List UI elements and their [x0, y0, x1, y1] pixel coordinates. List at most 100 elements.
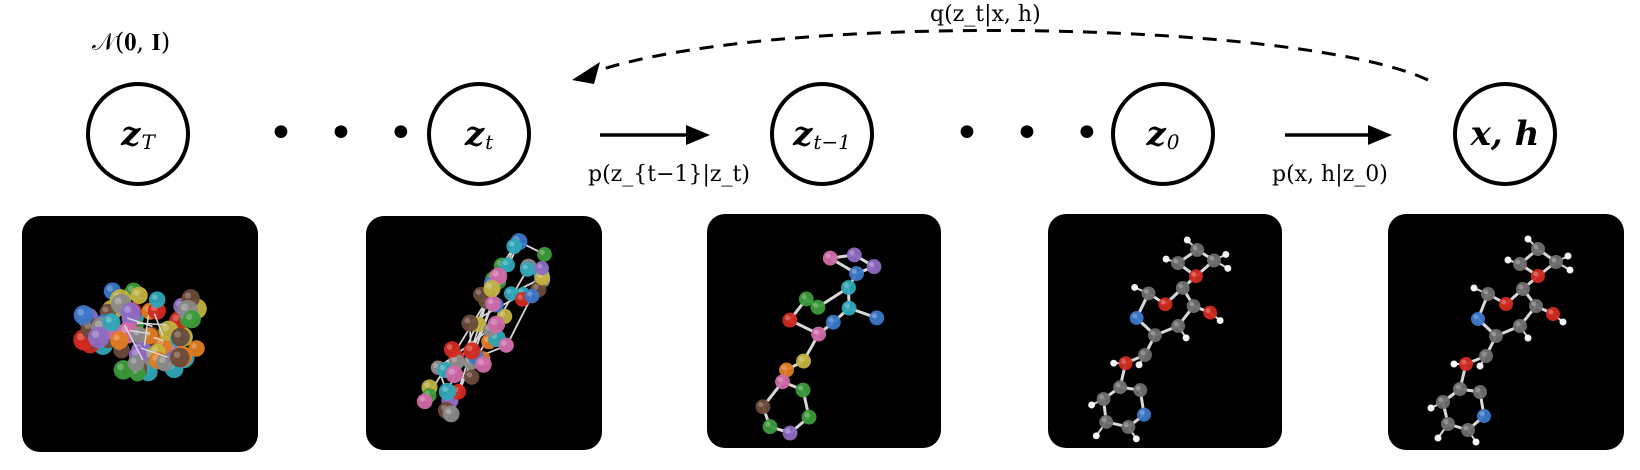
molecule-atom [1099, 415, 1114, 429]
atom-highlight [1135, 385, 1141, 391]
bond [140, 347, 168, 358]
partially-denoised-molecule-render [416, 233, 552, 423]
atom-highlight [1160, 299, 1166, 305]
molecule-panel-z-t-minus-1 [707, 214, 941, 448]
molecule-panel-x-h [1388, 214, 1624, 450]
hydrogen-atom [1088, 401, 1096, 409]
atom-highlight [174, 330, 181, 338]
molecule-atom [825, 314, 841, 330]
atom-highlight [1461, 359, 1467, 365]
atom-highlight [433, 362, 439, 369]
molecule-atom [1473, 385, 1487, 399]
atom-highlight [1143, 288, 1149, 294]
atom-highlight [446, 344, 453, 350]
molecule-atom [1546, 307, 1560, 321]
atom-highlight [1533, 244, 1539, 250]
atom-highlight [441, 385, 448, 393]
hydrogen-atom [1183, 236, 1191, 244]
atom-highlight [132, 349, 139, 356]
node-z-t-minus-1: z t−1 [770, 82, 874, 186]
atom-highlight [448, 368, 455, 375]
noise-atom [188, 340, 205, 357]
atom-highlight [184, 292, 192, 299]
atom-highlight [1121, 358, 1126, 364]
atom-highlight [114, 297, 122, 305]
atom-highlight [1473, 314, 1479, 320]
molecule-atom [1137, 407, 1151, 422]
hydrogen-atom [1131, 283, 1139, 291]
molecule-atom [1513, 257, 1527, 271]
atom-highlight [825, 253, 831, 259]
atom-highlight [488, 298, 494, 305]
molecule-panel-z-0 [1048, 214, 1282, 448]
atom-highlight [501, 340, 507, 346]
atom-highlight [1173, 321, 1179, 327]
hydrogen-atom [1524, 235, 1532, 243]
hydrogen-atom [1224, 264, 1232, 272]
atom-highlight [117, 363, 124, 371]
molecule-atom [1516, 282, 1530, 296]
atom-highlight [1099, 394, 1104, 400]
bond [153, 313, 164, 336]
molecule-atom [1489, 329, 1503, 343]
atom-highlight [451, 356, 458, 363]
noise-atom [483, 280, 501, 298]
molecule-atom [1479, 349, 1493, 363]
noise-atom [464, 369, 480, 385]
molecule-atom [1118, 356, 1133, 371]
atom-highlight [502, 260, 509, 266]
atom-highlight [124, 306, 132, 314]
atom-highlight [1163, 256, 1167, 260]
molecule-atom [1549, 255, 1563, 269]
hydrogen-atom [1470, 284, 1478, 292]
molecule-atom [1175, 280, 1190, 295]
molecule-atom [1531, 242, 1545, 256]
molecule-atom [782, 312, 798, 328]
atom-highlight [527, 291, 533, 297]
atom-highlight [851, 268, 857, 274]
atom-highlight [1505, 257, 1509, 261]
atom-highlight [483, 336, 490, 342]
molecule-atom [1499, 297, 1513, 311]
forward-process-arrow [584, 28, 1429, 82]
atom-highlight [1491, 331, 1497, 337]
noise-atom [155, 353, 174, 372]
hydrogen-atom [1564, 252, 1572, 260]
atom-highlight [785, 428, 791, 434]
atom-highlight [445, 408, 452, 415]
molecule-atom [1471, 312, 1485, 326]
atom-highlight [849, 250, 855, 256]
atom-highlight [76, 332, 85, 341]
noise-atom [534, 261, 549, 276]
hydrogen-atom [1566, 266, 1574, 274]
atom-highlight [1481, 351, 1487, 357]
atom-highlight [1565, 253, 1569, 257]
molecule-atom [849, 266, 864, 282]
molecule-atom [775, 374, 790, 390]
molecule-atom [846, 247, 862, 263]
atom-highlight [1473, 439, 1477, 443]
atom-highlight [424, 382, 430, 388]
atom-highlight [1515, 259, 1521, 265]
atom-highlight [871, 313, 878, 319]
atom-highlight [813, 302, 819, 308]
molecule-atom [779, 362, 794, 378]
node-x-h: x, h [1453, 82, 1557, 186]
molecule-atom [762, 419, 778, 435]
atom-highlight [785, 315, 791, 321]
molecule-atom [811, 326, 827, 342]
atom-highlight [1438, 397, 1444, 403]
noise-atom [73, 305, 94, 325]
atom-highlight [798, 385, 804, 391]
molecule-atom [1158, 297, 1173, 312]
atom-highlight [1483, 289, 1489, 295]
atom-highlight [777, 376, 783, 383]
molecule-atom [1096, 392, 1111, 406]
atom-highlight [1471, 285, 1475, 289]
atom-highlight [1531, 301, 1537, 307]
molecule-atom [1141, 286, 1156, 301]
atom-highlight [1132, 313, 1137, 319]
atom-highlight [813, 329, 819, 335]
noise-atom [506, 238, 522, 254]
atom-highlight [1548, 309, 1554, 315]
